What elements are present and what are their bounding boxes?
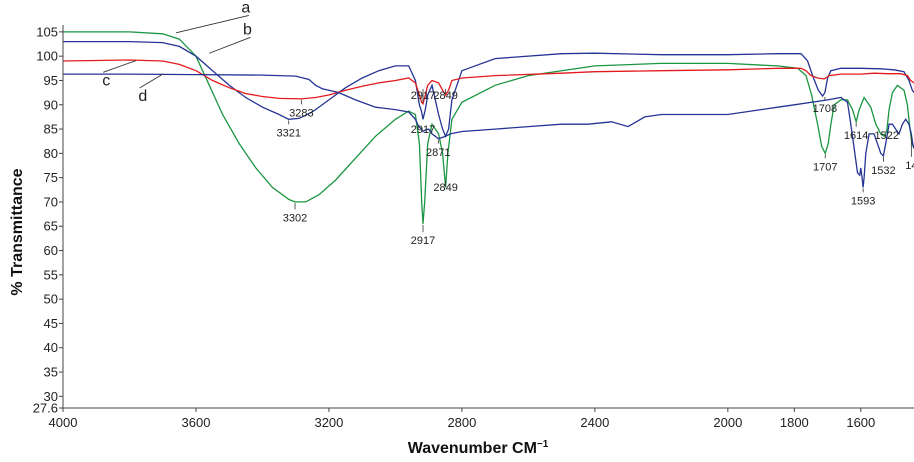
y-tick-label: 45 bbox=[44, 316, 58, 331]
x-axis-title-sup: −1 bbox=[537, 439, 549, 450]
y-tick-label: 30 bbox=[44, 389, 58, 404]
peak-label: 1708 bbox=[813, 103, 837, 115]
annotation-layer: 3321328333022917284929172871284929171708… bbox=[276, 88, 914, 247]
y-tick-label: 100 bbox=[36, 49, 58, 64]
x-axis-title: Wavenumber CM−1 bbox=[408, 439, 549, 457]
x-tick-label: 2000 bbox=[713, 415, 742, 430]
curve-label-d: d bbox=[138, 88, 147, 105]
curve-label-leader bbox=[209, 36, 251, 54]
peak-label: 1593 bbox=[851, 195, 875, 207]
peak-label: 2917 bbox=[411, 235, 435, 247]
axes-layer: 105 100 95 90 85 80 75 70 65 60 55 50 45 40 35 3027.640… bbox=[33, 24, 914, 430]
curve-label-b: b bbox=[243, 21, 252, 38]
peak-label: 14 bbox=[905, 160, 914, 172]
peak-label: 3283 bbox=[289, 107, 313, 119]
series-c-line bbox=[63, 59, 914, 106]
y-tick-label: 75 bbox=[44, 170, 58, 185]
x-axis-title-main: Wavenumber CM bbox=[408, 440, 537, 457]
y-tick-label: 90 bbox=[44, 97, 58, 112]
curve-label-a: a bbox=[241, 0, 250, 16]
y-tick-label: 80 bbox=[44, 146, 58, 161]
x-tick-label: 2800 bbox=[447, 415, 476, 430]
series-layer bbox=[63, 31, 914, 224]
y-tick-label: 95 bbox=[44, 73, 58, 88]
x-tick-label: 3200 bbox=[314, 415, 343, 430]
y-tick-label: 40 bbox=[44, 340, 58, 355]
peak-label: 2917 bbox=[411, 90, 435, 102]
curve-label-leader bbox=[139, 73, 163, 89]
peak-label: 1707 bbox=[813, 161, 837, 173]
y-tick-label: 35 bbox=[44, 365, 58, 380]
peak-label: 1532 bbox=[871, 165, 895, 177]
peak-label: 2871 bbox=[426, 147, 450, 159]
y-axis-title: % Transmittance bbox=[9, 168, 26, 295]
x-tick-label: 2400 bbox=[580, 415, 609, 430]
series-d-line bbox=[63, 73, 914, 188]
curve-label-c: c bbox=[102, 72, 110, 89]
peak-label: 1614 bbox=[844, 130, 868, 142]
y-tick-label: 85 bbox=[44, 122, 58, 137]
peak-label: 3321 bbox=[276, 127, 300, 139]
y-tick-label: 60 bbox=[44, 243, 58, 258]
curve-label-leader bbox=[103, 60, 137, 73]
x-tick-label: 3600 bbox=[182, 415, 211, 430]
peak-label: 1522 bbox=[874, 130, 898, 142]
y-tick-label: 27.6 bbox=[33, 401, 58, 416]
peak-label: 3302 bbox=[283, 212, 307, 224]
x-tick-label: 1800 bbox=[780, 415, 809, 430]
x-tick-label: 1600 bbox=[846, 415, 875, 430]
y-tick-label: 55 bbox=[44, 267, 58, 282]
y-tick-label: 70 bbox=[44, 194, 58, 209]
x-tick-label: 4000 bbox=[49, 415, 78, 430]
y-tick-label: 50 bbox=[44, 292, 58, 307]
y-tick-label: 105 bbox=[36, 24, 58, 39]
peak-label: 2849 bbox=[433, 90, 457, 102]
series-a-line bbox=[63, 31, 914, 224]
peak-label: 2849 bbox=[433, 182, 457, 194]
y-tick-label: 65 bbox=[44, 219, 58, 234]
curve-label-leader bbox=[175, 14, 249, 34]
peak-label: 2917 bbox=[411, 124, 435, 136]
labels-layer: ab c d bbox=[102, 0, 252, 105]
